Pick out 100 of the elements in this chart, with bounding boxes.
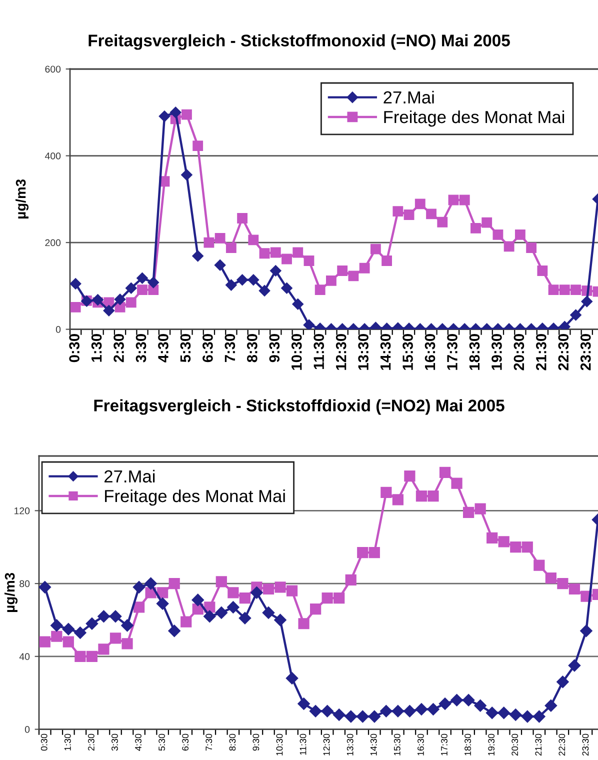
point [392,494,404,506]
point [404,210,414,220]
x-tick-label: 0:30 [40,734,48,751]
point [544,700,558,712]
x-tick-label: 10:30 [291,334,302,370]
point [392,206,404,217]
point [103,305,115,316]
y-tick-label: 80 [20,580,30,588]
point [486,532,498,544]
point [548,284,559,296]
point [98,644,110,655]
x-tick-label: 8:30 [229,734,236,751]
point [238,612,252,624]
point [98,610,110,622]
y-tick-label: 0 [24,726,30,733]
x-tick-label: 12:30 [336,334,346,370]
point [581,296,592,308]
x-tick-label: 3:30 [112,734,118,751]
x-tick-label: 20:30 [512,734,518,756]
point [274,614,286,626]
chart-title: Freitagsvergleich - Stickstoffdioxid (=NO2) Mai 2005 [94,399,504,415]
x-tick-label: 7:30 [224,334,236,362]
point [259,248,270,259]
point [462,506,474,518]
x-tick-label: 1:30 [91,334,102,362]
legend-label: Freitage des Monat Mai [105,489,285,506]
point [359,262,370,274]
chart-title: Freitagsvergleich - Stickstoffmonoxid (=NO) Mai 2005 [88,34,510,50]
point [559,284,570,296]
point [310,603,322,615]
point [204,237,214,248]
x-tick-label: 10:30 [276,734,283,756]
x-tick-label: 11:30 [300,734,306,755]
point [109,610,122,622]
x-tick-label: 9:30 [252,734,260,751]
point [510,542,522,553]
point [110,632,122,644]
point [126,297,136,308]
x-tick-label: 2:30 [88,734,94,751]
y-axis-title: µg/m3 [4,572,18,612]
x-tick-label: 17:30 [441,734,448,756]
point [214,232,226,244]
x-tick-label: 5:30 [158,734,165,751]
x-tick-label: 8:30 [247,334,258,362]
x-tick-label: 0:30 [69,334,80,362]
point [70,302,81,312]
point [526,242,537,253]
point [368,710,380,723]
point [416,490,428,502]
x-tick-label: 14:30 [370,734,377,756]
point [62,622,75,636]
point [309,704,322,718]
point [380,704,392,718]
point [521,710,534,723]
point [86,618,98,630]
x-tick-label: 7:30 [206,734,212,751]
point [557,578,568,590]
point [156,597,169,610]
x-tick-label: 20:30 [514,334,524,370]
x-tick-label: 6:30 [182,734,189,751]
point [326,276,336,286]
point [132,581,146,594]
point [356,710,369,723]
point [182,109,192,120]
point [39,581,51,594]
x-tick-label: 2:30 [114,334,124,362]
point [168,578,180,590]
x-tick-label: 23:30 [582,734,589,756]
x-tick-label: 21:30 [535,734,542,756]
point [292,298,304,310]
x-tick-label: 13:30 [346,734,354,756]
x-tick-label: 3:30 [136,334,146,362]
x-tick-label: 1:30 [64,734,71,750]
point [303,319,315,330]
point [70,278,82,290]
point [226,242,236,253]
point [62,636,74,648]
point [216,576,227,588]
point [262,606,275,619]
point [439,466,451,478]
point [450,694,463,706]
legend-label: 27.Mai [104,470,155,483]
x-tick-label: 14:30 [380,334,391,370]
point [298,698,310,710]
point [137,284,148,296]
point [158,110,170,122]
point [286,585,298,596]
y-tick-label: 200 [45,239,61,246]
point [427,703,440,716]
point [533,710,546,723]
point [122,638,133,650]
point [39,636,50,648]
point [344,710,357,723]
point [226,279,237,291]
point [133,602,145,613]
point [144,577,157,590]
x-tick-label: 18:30 [464,734,471,756]
point [228,587,239,598]
y-tick-label: 600 [45,66,61,73]
point [382,256,392,266]
